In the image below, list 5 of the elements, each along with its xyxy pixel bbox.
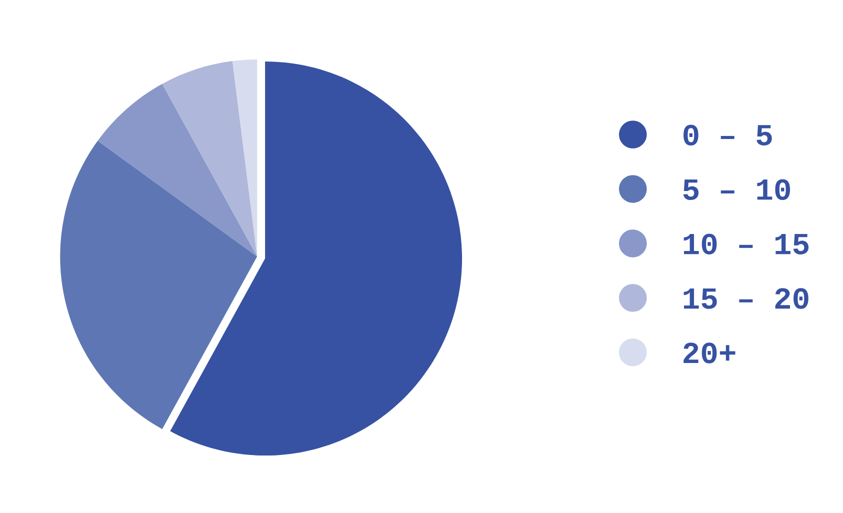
legend-label: 10 – 15 [684, 234, 809, 254]
legend-label: 5 – 10 [683, 179, 790, 200]
legend-label: 20+ [684, 342, 736, 364]
legend-label: 15 – 20 [684, 288, 808, 309]
legend-label: 0 – 5 [684, 124, 772, 146]
